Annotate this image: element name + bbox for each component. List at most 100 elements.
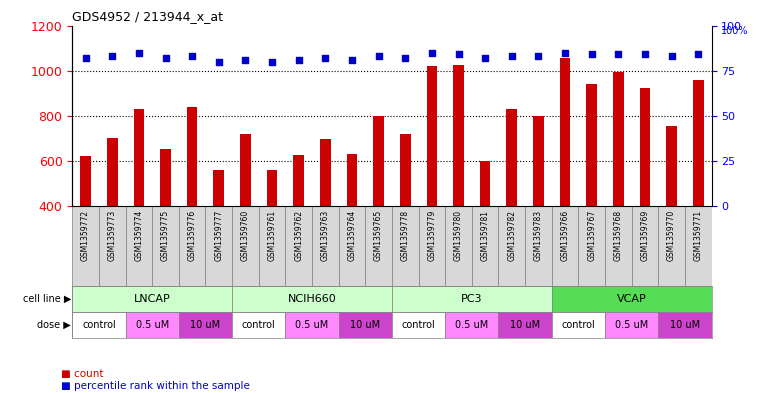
Bar <box>161 149 170 206</box>
Text: control: control <box>402 320 435 330</box>
Text: GSM1359766: GSM1359766 <box>561 210 569 261</box>
Bar <box>640 88 651 206</box>
Bar <box>445 206 472 286</box>
Bar <box>632 206 658 286</box>
Text: GSM1359772: GSM1359772 <box>81 210 90 261</box>
Bar <box>179 206 205 286</box>
Point <box>346 57 358 63</box>
Bar <box>392 286 552 312</box>
Text: GSM1359781: GSM1359781 <box>481 210 489 261</box>
Bar <box>445 312 498 338</box>
Bar <box>339 312 392 338</box>
Bar <box>107 138 118 206</box>
Bar <box>365 206 392 286</box>
Bar <box>658 206 685 286</box>
Text: GSM1359771: GSM1359771 <box>694 210 702 261</box>
Point <box>133 50 145 56</box>
Bar <box>480 161 491 206</box>
Point <box>213 59 225 65</box>
Bar <box>152 206 179 286</box>
Point <box>373 53 385 59</box>
Bar <box>392 206 419 286</box>
Bar <box>498 206 525 286</box>
Bar <box>72 312 126 338</box>
Bar <box>126 312 179 338</box>
Bar <box>312 206 339 286</box>
Text: GSM1359770: GSM1359770 <box>667 210 676 261</box>
Text: cell line ▶: cell line ▶ <box>23 294 71 304</box>
Text: 0.5 uM: 0.5 uM <box>135 320 169 330</box>
Bar <box>578 206 605 286</box>
Bar <box>533 116 544 206</box>
Bar <box>560 58 571 206</box>
Text: GSM1359763: GSM1359763 <box>321 210 330 261</box>
Text: GSM1359774: GSM1359774 <box>135 210 143 261</box>
Bar <box>240 134 251 206</box>
Point <box>426 50 438 56</box>
Text: GSM1359778: GSM1359778 <box>401 210 409 261</box>
Bar <box>285 312 339 338</box>
Bar <box>126 206 152 286</box>
Text: GSM1359769: GSM1359769 <box>641 210 649 261</box>
Bar <box>232 286 392 312</box>
Point <box>693 51 705 57</box>
Point <box>453 51 465 57</box>
Point <box>533 53 545 59</box>
Bar <box>552 206 578 286</box>
Bar <box>267 170 277 206</box>
Text: control: control <box>82 320 116 330</box>
Text: GSM1359782: GSM1359782 <box>508 210 516 261</box>
Point <box>107 53 119 59</box>
Text: NCIH660: NCIH660 <box>288 294 336 304</box>
Bar <box>320 140 331 206</box>
Point <box>266 59 279 65</box>
Text: 0.5 uM: 0.5 uM <box>615 320 648 330</box>
Bar <box>72 286 232 312</box>
Bar <box>507 109 517 206</box>
Point <box>400 55 412 61</box>
Bar <box>339 206 365 286</box>
Bar <box>587 84 597 206</box>
Text: GSM1359777: GSM1359777 <box>215 210 223 261</box>
Text: GSM1359767: GSM1359767 <box>587 210 596 261</box>
Point <box>639 51 651 57</box>
Bar <box>525 206 552 286</box>
Bar <box>259 206 285 286</box>
Point <box>479 55 492 61</box>
Bar <box>498 312 552 338</box>
Point <box>506 53 518 59</box>
Bar <box>667 126 677 206</box>
Point <box>240 57 252 63</box>
Text: GSM1359783: GSM1359783 <box>534 210 543 261</box>
Bar <box>205 206 232 286</box>
Text: GSM1359779: GSM1359779 <box>428 210 436 261</box>
Point <box>80 55 92 61</box>
Bar <box>392 312 445 338</box>
Bar <box>134 109 145 206</box>
Point <box>559 50 571 56</box>
Text: control: control <box>242 320 275 330</box>
Bar <box>693 80 704 206</box>
Text: 10 uM: 10 uM <box>350 320 380 330</box>
Text: 10 uM: 10 uM <box>670 320 700 330</box>
Point <box>586 51 598 57</box>
Bar <box>99 206 126 286</box>
Bar <box>179 312 232 338</box>
Bar <box>454 65 464 206</box>
Bar <box>81 156 91 206</box>
Text: 10 uM: 10 uM <box>190 320 221 330</box>
Text: GSM1359776: GSM1359776 <box>188 210 196 261</box>
Text: ■ count: ■ count <box>61 369 103 379</box>
Point <box>293 57 305 63</box>
Bar <box>685 206 712 286</box>
Text: 0.5 uM: 0.5 uM <box>295 320 329 330</box>
Bar <box>400 134 411 206</box>
Bar <box>472 206 498 286</box>
Text: GSM1359773: GSM1359773 <box>108 210 116 261</box>
Bar <box>294 155 304 206</box>
Bar <box>213 170 224 206</box>
Bar <box>232 206 259 286</box>
Bar <box>187 107 198 206</box>
Text: dose ▶: dose ▶ <box>37 320 71 330</box>
Text: GDS4952 / 213944_x_at: GDS4952 / 213944_x_at <box>72 10 223 23</box>
